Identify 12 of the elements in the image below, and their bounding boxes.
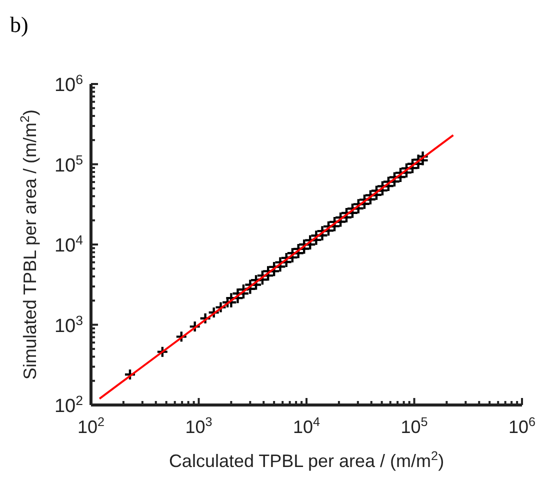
x-axis-title: Calculated TPBL per area / (m/m$^{2}$) xyxy=(168,449,444,471)
x-tick-label: 10$^{4}$ xyxy=(292,415,320,437)
y-tick-label: 10$^{2}$ xyxy=(54,392,83,417)
chart-title: b) xyxy=(10,12,28,37)
y-tick-label: 10$^{4}$ xyxy=(54,232,83,256)
y-tick-label: 10$^{5}$ xyxy=(54,152,83,176)
y-tick-label: 10$^{3}$ xyxy=(54,312,83,337)
y-tick-label: 10$^{6}$ xyxy=(54,72,83,96)
x-tick-label: 10$^{2}$ xyxy=(77,415,105,437)
x-tick-label: 10$^{6}$ xyxy=(508,415,536,437)
x-tick-label: 10$^{3}$ xyxy=(185,415,212,437)
x-tick-label: 10$^{5}$ xyxy=(400,415,428,437)
